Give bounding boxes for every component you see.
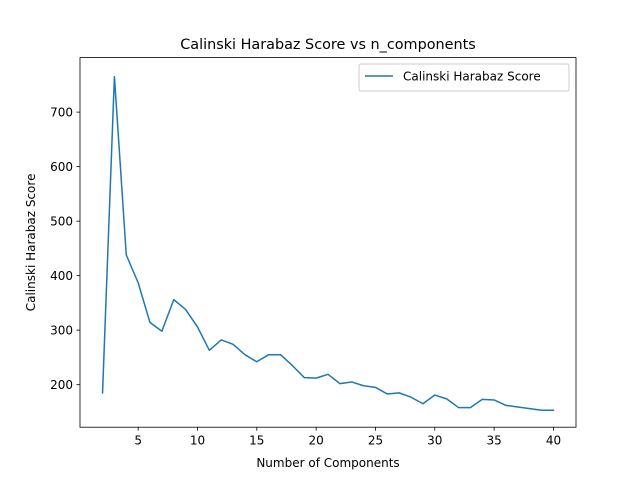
y-tick-label: 400: [50, 269, 73, 283]
x-tick-label: 25: [368, 434, 383, 448]
legend-entry-text: Calinski Harabaz Score: [403, 70, 541, 84]
y-tick-label: 700: [50, 105, 73, 119]
x-tick-label: 20: [308, 434, 323, 448]
chart-title: Calinski Harabaz Score vs n_components: [180, 37, 476, 53]
x-tick-label: 15: [249, 434, 264, 448]
legend: Calinski Harabaz Score: [358, 63, 570, 92]
x-axis-label: Number of Components: [256, 456, 399, 470]
series-line-0: [101, 75, 555, 412]
y-tick-label: 500: [50, 214, 73, 228]
plot-frame: [79, 57, 577, 428]
x-tick-label: 40: [546, 434, 561, 448]
x-tick-label: 10: [190, 434, 205, 448]
y-axis-label: Calinski Harabaz Score: [24, 174, 38, 312]
y-tick-label: 300: [50, 323, 73, 337]
legend-box: [358, 63, 570, 92]
x-tick-label: 35: [486, 434, 501, 448]
y-tick-label: 200: [50, 378, 73, 392]
y-tick-label: 600: [50, 160, 73, 174]
x-tick-label: 30: [427, 434, 442, 448]
x-tick-label: 5: [134, 434, 142, 448]
